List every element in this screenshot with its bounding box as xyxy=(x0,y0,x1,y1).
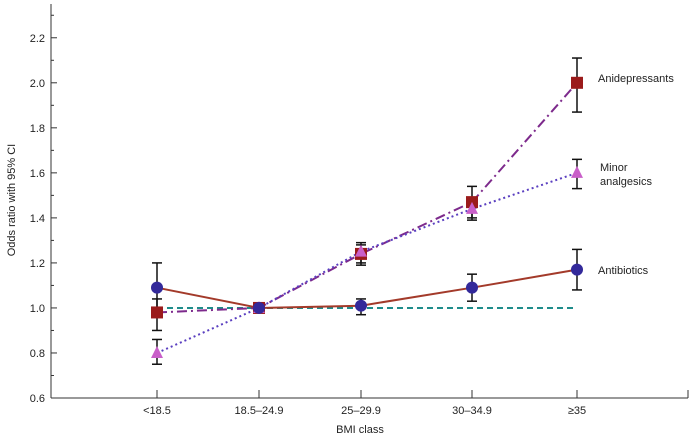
y-tick-label: 2.0 xyxy=(30,78,45,90)
y-tick-label: 2.2 xyxy=(30,33,45,45)
x-tick-label: 18.5–24.9 xyxy=(235,405,284,417)
data-point-square xyxy=(571,76,583,89)
x-tick-label: ≥35 xyxy=(568,405,586,417)
y-tick-label: 1.4 xyxy=(30,213,45,225)
y-tick-label: 1.2 xyxy=(30,258,45,270)
x-tick-label: 30–34.9 xyxy=(452,405,492,417)
data-point-circle xyxy=(253,301,265,314)
data-point-circle xyxy=(571,263,583,276)
data-point-triangle xyxy=(466,201,478,214)
data-point-circle xyxy=(355,299,367,312)
axes: 0.6 0.8 1.0 1.2 1.4 1.6 1.8 2.0 2.2 <18.5 18.5–24.… xyxy=(30,4,689,417)
data-point-circle xyxy=(151,281,163,294)
series-line-0 xyxy=(156,82,578,314)
series-label: Minor analgesics xyxy=(600,162,652,188)
y-tick-label: 1.6 xyxy=(30,168,45,180)
x-tick-label: <18.5 xyxy=(143,405,171,417)
series-label-line: Minor xyxy=(600,162,628,174)
y-tick-label: 1.0 xyxy=(30,303,45,315)
data-point-triangle xyxy=(151,345,163,358)
y-tick-label: 1.8 xyxy=(30,123,45,135)
series-label-line: analgesics xyxy=(600,176,652,188)
data-point-circle xyxy=(466,281,478,294)
series-line-2 xyxy=(156,268,578,309)
data-point-triangle xyxy=(355,244,367,257)
series-label: Antibiotics xyxy=(598,265,649,277)
series-line-1 xyxy=(156,171,578,354)
y-axis-label: Odds ratio with 95% CI xyxy=(6,144,18,257)
plot-area: Anidepressants Minor analgesics Antibiotics xyxy=(151,57,674,365)
series-label-line: Anidepressants xyxy=(598,73,674,85)
series-label: Anidepressants xyxy=(598,73,674,85)
data-point-square xyxy=(151,306,163,319)
y-tick-label: 0.6 xyxy=(30,393,45,405)
x-tick-label: 25–29.9 xyxy=(341,405,381,417)
x-axis-label: BMI class xyxy=(336,424,384,436)
data-point-triangle xyxy=(571,165,583,178)
y-tick-label: 0.8 xyxy=(30,348,45,360)
series-label-line: Antibiotics xyxy=(598,265,649,277)
